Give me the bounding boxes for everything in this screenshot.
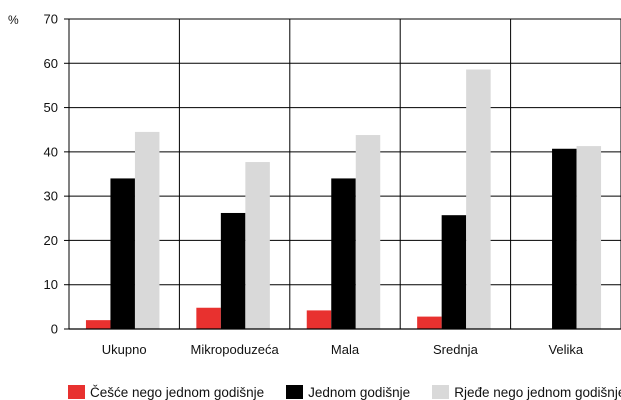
x-category-label: Srednja [433, 342, 479, 357]
y-tick-label: 60 [44, 56, 58, 71]
legend-item-series-3: Rjeđe nego jednom godišnje [432, 385, 621, 400]
bar-series-3 [576, 146, 602, 329]
bar-series-1 [196, 307, 221, 329]
bar-series-2 [331, 178, 356, 329]
y-tick-label: 40 [44, 144, 58, 159]
legend-swatch-series-1 [68, 385, 85, 399]
y-tick-label: 30 [44, 189, 58, 204]
y-tick-label: 70 [44, 12, 58, 27]
y-tick-label: 0 [51, 322, 58, 337]
labels: 0 10 20 30 40 50 60 70 Ukupno Mikropoduzeća Mala Sr… [44, 12, 584, 358]
legend-label-series-2: Jednom godišnje [308, 384, 411, 400]
bar-series-3 [466, 69, 491, 329]
y-tick-label: 20 [44, 233, 58, 248]
legend-label-series-3: Rjeđe nego jednom godišnje [454, 384, 621, 400]
legend-swatch-series-2 [286, 385, 304, 399]
legend-item-series-1: Češće nego jednom godišnje [68, 385, 264, 400]
grid [68, 18, 621, 329]
bar-series-1 [85, 320, 111, 329]
bars [85, 69, 602, 329]
y-tick-label: 10 [44, 277, 58, 292]
legend-label-series-1: Češće nego jednom godišnje [90, 384, 265, 400]
y-tick-label: 50 [44, 100, 58, 115]
bar-series-2 [110, 178, 135, 329]
bar-series-3 [134, 131, 160, 329]
legend-swatch-series-3 [432, 385, 450, 399]
axes [64, 18, 621, 330]
x-category-label: Mala [331, 342, 360, 357]
x-category-label: Ukupno [102, 342, 147, 357]
y-unit-label: % [8, 13, 19, 27]
legend-item-series-2: Jednom godišnje [286, 385, 410, 400]
bar-series-2 [220, 212, 246, 329]
bar-series-3 [355, 135, 381, 329]
x-category-label: Velika [548, 342, 583, 357]
bar-chart: 0 10 20 30 40 50 60 70 Ukupno Mikropoduzeća Mala Sr… [8, 12, 621, 358]
bar-series-2 [441, 215, 467, 329]
bar-series-1 [306, 310, 332, 329]
bar-series-2 [552, 148, 577, 329]
x-category-label: Mikropoduzeća [191, 342, 280, 357]
bar-series-3 [245, 162, 270, 329]
bar-series-1 [417, 316, 442, 329]
legend: Češće nego jednom godišnje Jednom godišn… [68, 384, 621, 400]
